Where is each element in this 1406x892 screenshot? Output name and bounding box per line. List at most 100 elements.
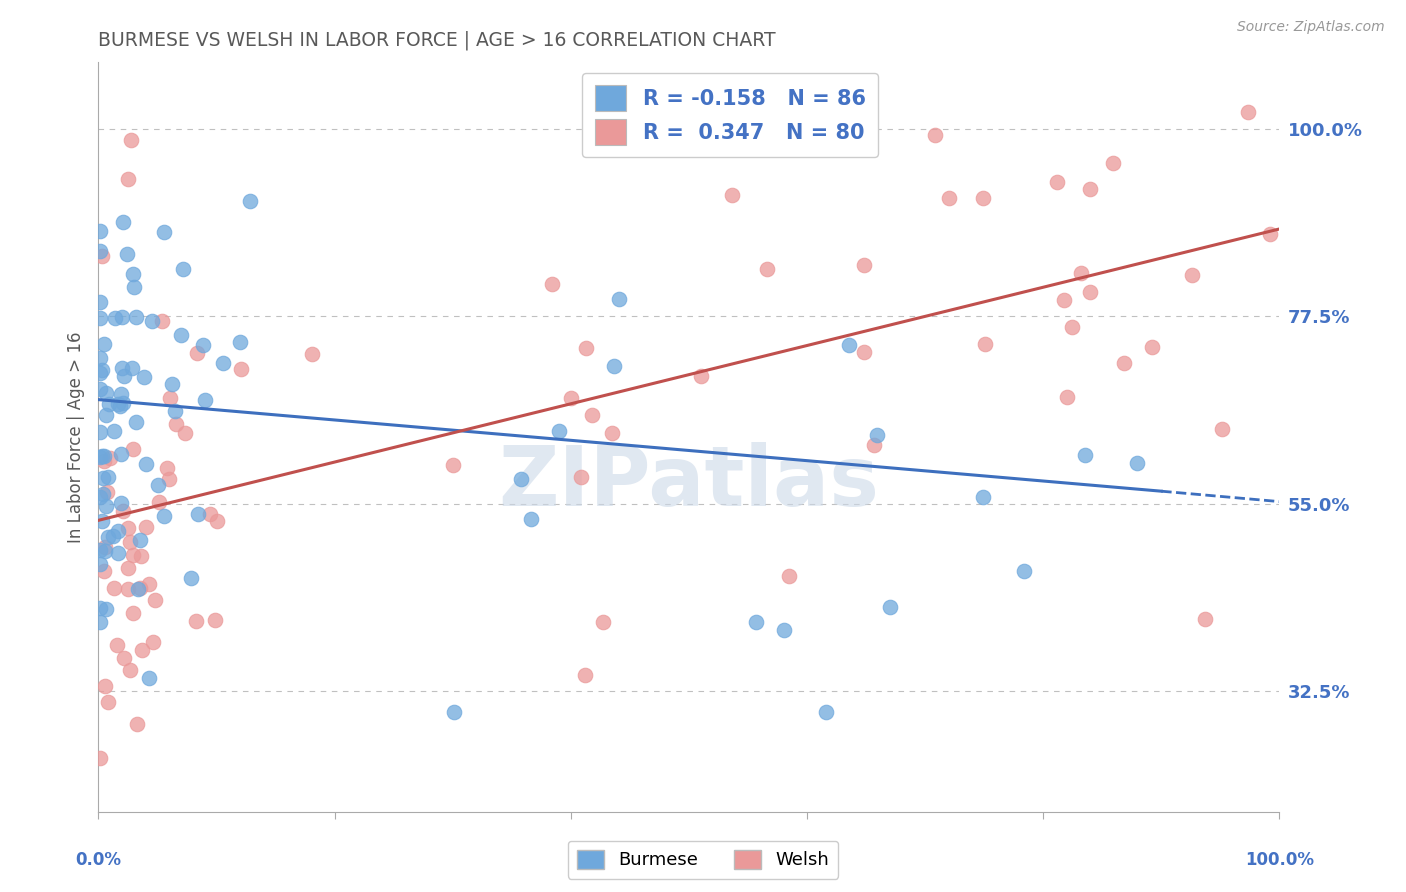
Point <box>89 425 111 439</box>
Point <box>1053 293 1076 308</box>
Point <box>135 457 157 471</box>
Point <box>97 695 120 709</box>
Point <box>153 508 176 523</box>
Point <box>142 635 165 649</box>
Point <box>122 280 145 294</box>
Point <box>510 472 533 486</box>
Point <box>127 582 149 596</box>
Point <box>122 549 145 563</box>
Point <box>301 347 323 361</box>
Point <box>755 261 778 276</box>
Point <box>602 359 624 373</box>
Point <box>89 310 111 325</box>
Point <box>1046 175 1069 189</box>
Point <box>150 313 173 327</box>
Point <box>1102 155 1125 169</box>
Point <box>1181 268 1204 282</box>
Point <box>89 382 111 396</box>
Y-axis label: In Labor Force | Age > 16: In Labor Force | Age > 16 <box>66 331 84 543</box>
Point <box>1062 320 1084 334</box>
Point <box>1014 564 1036 578</box>
Point <box>156 460 179 475</box>
Point <box>146 477 169 491</box>
Point <box>145 592 167 607</box>
Text: 0.0%: 0.0% <box>76 851 121 869</box>
Point <box>89 367 111 381</box>
Point <box>1112 356 1135 370</box>
Point <box>122 268 145 282</box>
Point <box>90 363 112 377</box>
Point <box>581 409 603 423</box>
Point <box>101 529 124 543</box>
Point <box>838 338 860 352</box>
Point <box>520 511 543 525</box>
Point <box>193 338 215 352</box>
Point <box>89 450 111 465</box>
Point <box>972 191 994 205</box>
Point <box>138 577 160 591</box>
Point <box>125 415 148 429</box>
Point <box>112 504 135 518</box>
Point <box>107 524 129 539</box>
Point <box>89 751 111 765</box>
Point <box>162 376 184 391</box>
Point <box>93 450 115 464</box>
Point <box>91 449 114 463</box>
Point <box>863 438 886 452</box>
Point <box>607 292 630 306</box>
Point <box>1074 449 1097 463</box>
Point <box>1258 227 1281 241</box>
Point <box>1078 182 1101 196</box>
Point <box>170 327 193 342</box>
Point <box>141 314 163 328</box>
Point <box>239 194 262 208</box>
Point <box>172 262 194 277</box>
Point <box>815 705 838 719</box>
Point <box>180 572 202 586</box>
Point <box>938 191 960 205</box>
Point <box>540 277 562 292</box>
Point <box>866 428 889 442</box>
Point <box>229 334 252 349</box>
Point <box>157 472 180 486</box>
Point <box>129 581 152 595</box>
Point <box>122 606 145 620</box>
Point <box>187 508 209 522</box>
Point <box>163 403 186 417</box>
Point <box>111 214 134 228</box>
Point <box>112 368 135 383</box>
Point <box>165 417 187 431</box>
Legend: R = -0.158   N = 86, R =  0.347   N = 80: R = -0.158 N = 86, R = 0.347 N = 80 <box>582 73 879 157</box>
Point <box>1236 105 1258 120</box>
Point <box>110 399 132 413</box>
Point <box>600 425 623 440</box>
Point <box>89 557 111 571</box>
Point <box>205 514 228 528</box>
Point <box>111 361 134 376</box>
Point <box>110 447 132 461</box>
Point <box>96 602 118 616</box>
Point <box>89 542 111 557</box>
Point <box>148 495 170 509</box>
Point <box>159 391 181 405</box>
Point <box>90 249 112 263</box>
Point <box>93 336 115 351</box>
Point <box>96 386 118 401</box>
Point <box>128 533 150 547</box>
Point <box>194 393 217 408</box>
Point <box>1078 285 1101 299</box>
Point <box>1070 267 1092 281</box>
Point <box>1126 456 1149 470</box>
Point <box>1056 390 1078 404</box>
Point <box>115 247 138 261</box>
Point <box>98 450 121 465</box>
Point <box>575 341 598 355</box>
Point <box>94 679 117 693</box>
Text: BURMESE VS WELSH IN LABOR FORCE | AGE > 16 CORRELATION CHART: BURMESE VS WELSH IN LABOR FORCE | AGE > … <box>98 30 776 50</box>
Point <box>773 623 796 637</box>
Point <box>112 651 135 665</box>
Point <box>547 424 569 438</box>
Point <box>103 581 125 595</box>
Point <box>778 569 800 583</box>
Point <box>186 346 208 360</box>
